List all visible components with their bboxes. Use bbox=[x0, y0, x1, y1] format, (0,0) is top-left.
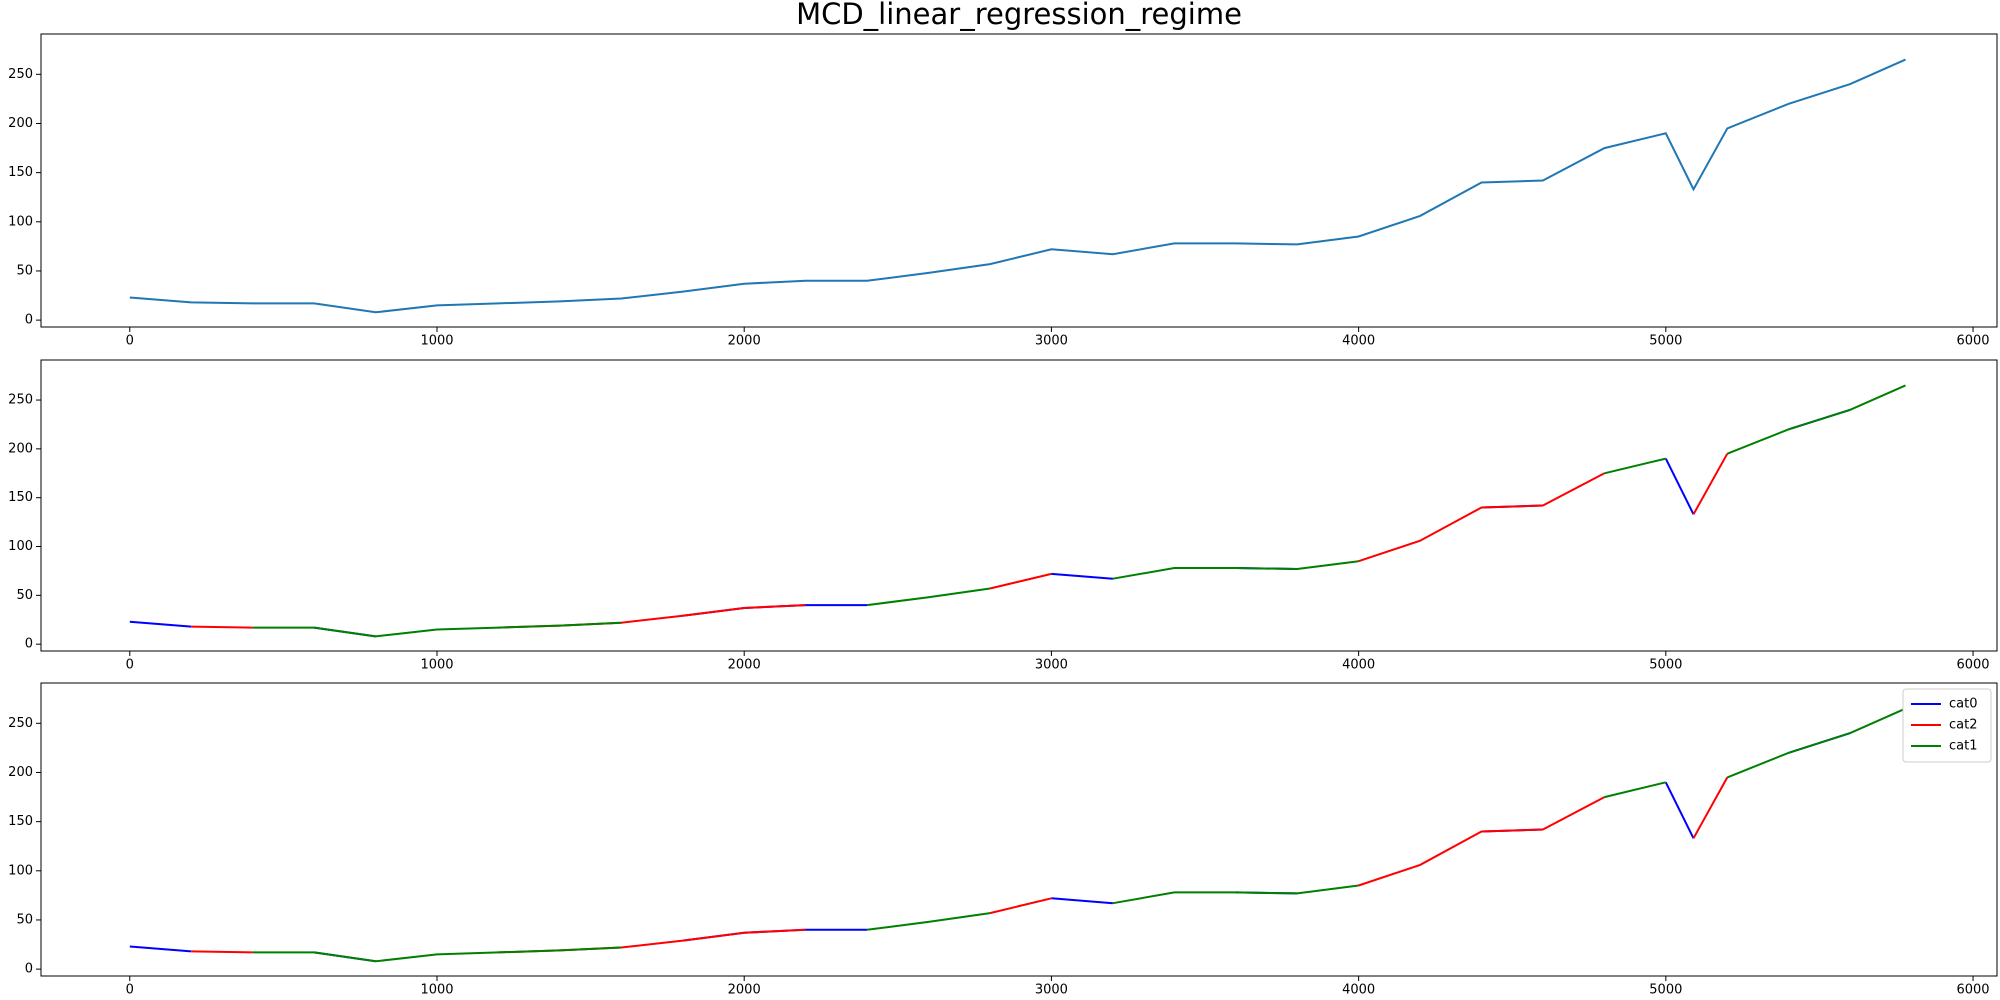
x-tick-label: 4000 bbox=[1342, 334, 1375, 349]
x-tick-label: 5000 bbox=[1649, 658, 1682, 673]
y-tick-label: 50 bbox=[16, 912, 33, 927]
series-line bbox=[989, 897, 1052, 915]
series-line bbox=[129, 945, 192, 953]
y-tick-label: 250 bbox=[8, 67, 33, 82]
y-tick-label: 200 bbox=[8, 116, 33, 131]
x-tick-label: 0 bbox=[126, 983, 134, 998]
y-tick-label: 50 bbox=[16, 588, 33, 603]
x-tick-label: 0 bbox=[126, 334, 134, 349]
series-line bbox=[252, 946, 622, 963]
x-tick-label: 4000 bbox=[1342, 658, 1375, 673]
series-line bbox=[1726, 384, 1906, 455]
x-tick-label: 5000 bbox=[1649, 334, 1682, 349]
series-line bbox=[129, 58, 1906, 314]
y-tick-label: 50 bbox=[16, 263, 33, 278]
series-line bbox=[1112, 884, 1359, 905]
series-line bbox=[1604, 457, 1667, 475]
x-tick-label: 1000 bbox=[420, 658, 453, 673]
y-tick-label: 200 bbox=[8, 765, 33, 780]
series-line bbox=[191, 625, 253, 629]
series-line bbox=[866, 587, 991, 607]
legend-box bbox=[1902, 688, 1992, 763]
series-line bbox=[1112, 560, 1359, 580]
series-line bbox=[1051, 897, 1113, 905]
axes-frame bbox=[40, 682, 1998, 977]
y-tick-label: 0 bbox=[25, 313, 33, 328]
x-tick-label: 1000 bbox=[420, 983, 453, 998]
series-line bbox=[1664, 781, 1695, 839]
y-tick-label: 250 bbox=[8, 393, 33, 408]
x-tick-label: 3000 bbox=[1035, 334, 1068, 349]
series-line bbox=[252, 621, 622, 638]
series-line bbox=[1726, 707, 1906, 779]
chart-title: MCD_linear_regression_regime bbox=[796, 0, 1242, 31]
x-tick-label: 4000 bbox=[1342, 983, 1375, 998]
legend-label: cat0 bbox=[1949, 697, 1977, 712]
series-line bbox=[1051, 572, 1113, 580]
series-line bbox=[498, 928, 806, 954]
x-tick-label: 3000 bbox=[1035, 658, 1068, 673]
axes-frame bbox=[40, 33, 1998, 328]
y-tick-label: 100 bbox=[8, 539, 33, 554]
series-line bbox=[129, 620, 192, 628]
series-line bbox=[1664, 458, 1695, 515]
y-tick-label: 150 bbox=[8, 165, 33, 180]
series-line bbox=[191, 950, 253, 954]
x-tick-label: 2000 bbox=[728, 334, 761, 349]
y-tick-label: 150 bbox=[8, 814, 33, 829]
y-tick-label: 200 bbox=[8, 441, 33, 456]
x-tick-label: 0 bbox=[126, 658, 134, 673]
x-tick-label: 3000 bbox=[1035, 983, 1068, 998]
y-tick-label: 0 bbox=[25, 962, 33, 977]
series-line bbox=[866, 912, 991, 931]
series-line bbox=[989, 572, 1052, 590]
x-tick-label: 6000 bbox=[1956, 334, 1989, 349]
x-tick-label: 2000 bbox=[728, 983, 761, 998]
y-tick-label: 250 bbox=[8, 716, 33, 731]
series-line bbox=[1692, 776, 1729, 839]
series-line bbox=[1358, 472, 1605, 563]
legend-label: cat1 bbox=[1949, 739, 1977, 754]
y-tick-label: 0 bbox=[25, 637, 33, 652]
y-tick-label: 150 bbox=[8, 490, 33, 505]
y-tick-label: 100 bbox=[8, 863, 33, 878]
series-line bbox=[1692, 453, 1729, 515]
series-line bbox=[1604, 781, 1667, 799]
x-tick-label: 5000 bbox=[1649, 983, 1682, 998]
x-tick-label: 6000 bbox=[1956, 658, 1989, 673]
x-tick-label: 6000 bbox=[1956, 983, 1989, 998]
x-tick-label: 1000 bbox=[420, 334, 453, 349]
series-line bbox=[498, 604, 806, 629]
axes-frame bbox=[40, 359, 1998, 652]
legend-label: cat2 bbox=[1949, 718, 1977, 733]
series-line bbox=[1358, 796, 1605, 887]
x-tick-label: 2000 bbox=[728, 658, 761, 673]
y-tick-label: 100 bbox=[8, 214, 33, 229]
